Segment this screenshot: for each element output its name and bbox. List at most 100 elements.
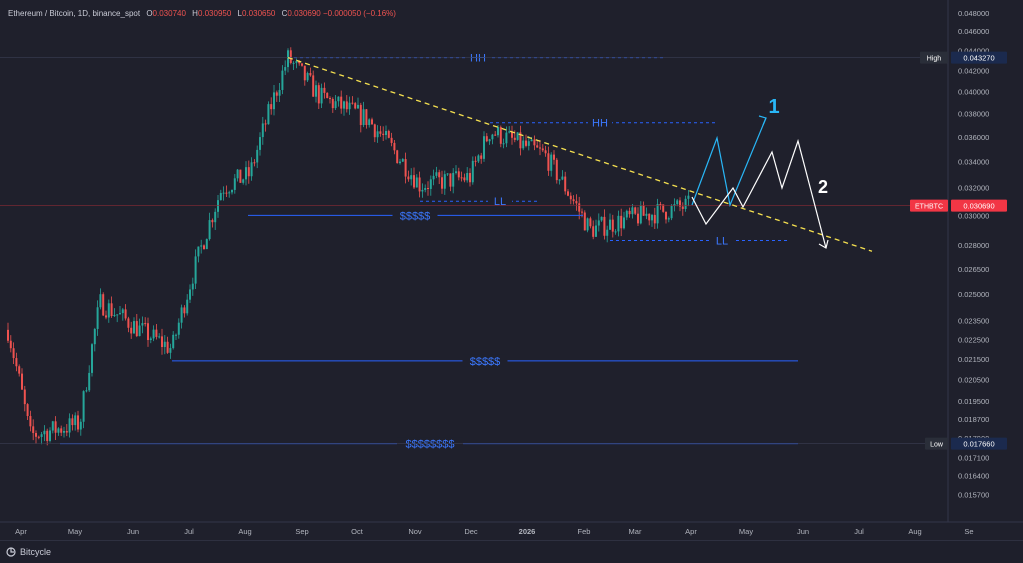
candle	[222, 186, 225, 201]
candle-body	[340, 96, 343, 109]
candle-body	[40, 434, 43, 437]
candle	[396, 149, 399, 164]
candle	[172, 331, 175, 350]
level-label-bg	[392, 209, 438, 222]
candle	[455, 165, 457, 175]
open-value: 0.030740	[152, 9, 186, 18]
candle	[236, 169, 239, 182]
candle	[385, 125, 387, 140]
candle	[390, 132, 393, 147]
candle-body	[130, 327, 133, 334]
candle	[211, 218, 214, 228]
candle-body	[113, 314, 116, 317]
candle	[267, 101, 270, 125]
candle	[597, 213, 600, 232]
candle	[648, 213, 651, 226]
candle-body	[600, 216, 603, 221]
candle	[578, 196, 581, 220]
x-tick-label: Dec	[464, 527, 478, 536]
candle-body	[396, 150, 399, 164]
candle	[628, 207, 631, 218]
level-label-bg	[488, 195, 512, 208]
candle	[583, 210, 586, 231]
candle-body	[589, 218, 592, 227]
candle-body	[639, 205, 642, 224]
candle-body	[54, 421, 57, 433]
candle	[611, 214, 614, 238]
candle	[163, 335, 166, 355]
candle-body	[567, 191, 569, 196]
candle	[555, 157, 558, 184]
candle	[351, 96, 354, 105]
candle-body	[662, 204, 665, 212]
candle	[592, 220, 595, 240]
candle	[617, 210, 620, 237]
candle-body	[298, 61, 301, 64]
candle-body	[362, 109, 365, 126]
y-tick-label: 0.017100	[958, 454, 989, 463]
candle-body	[407, 176, 410, 180]
candle	[127, 316, 130, 333]
candle-body	[175, 334, 177, 336]
level-label-bg	[588, 116, 612, 129]
candle	[575, 194, 578, 211]
candle	[452, 168, 455, 194]
candle-body	[379, 131, 382, 134]
candle-body	[483, 136, 485, 159]
candle-body	[345, 101, 348, 110]
candle-body	[359, 104, 362, 126]
candle-body	[623, 217, 625, 229]
candle-body	[399, 161, 401, 164]
projection-label-2: 2	[818, 177, 828, 197]
candle	[12, 342, 15, 364]
candle	[26, 403, 29, 421]
candle-body	[99, 294, 102, 308]
candle	[107, 299, 110, 323]
close-label: C	[281, 9, 288, 18]
candle	[508, 126, 511, 134]
candle-body	[382, 133, 385, 135]
candle	[65, 424, 68, 437]
y-tick-label: 0.036000	[958, 133, 989, 142]
candle-body	[15, 358, 18, 367]
candle-body	[614, 231, 617, 233]
candle	[287, 48, 289, 73]
candle-body	[343, 101, 345, 109]
projection-path-2	[691, 138, 827, 249]
candle	[480, 152, 483, 164]
candle-body	[365, 109, 368, 126]
candle-body	[68, 418, 71, 433]
symbol-title: Ethereum / Bitcoin, 1D, binance_spot	[8, 9, 141, 18]
candle	[93, 327, 96, 352]
candle	[460, 171, 463, 182]
candle	[516, 132, 519, 141]
candle	[141, 316, 144, 334]
candle-body	[642, 205, 645, 216]
candle-body	[110, 303, 113, 317]
candle-body	[60, 428, 63, 433]
candle	[278, 82, 281, 102]
candle-body	[351, 102, 354, 104]
candle	[642, 201, 645, 216]
candle	[595, 219, 597, 237]
candle	[15, 352, 18, 372]
candle-body	[665, 211, 667, 220]
candle	[424, 184, 427, 193]
chart-canvas[interactable]: 0.048000 0.046000 0.044000 0.042000 0.040000…	[0, 0, 1023, 540]
candle	[96, 300, 99, 336]
candle-body	[404, 159, 407, 177]
candle-body	[166, 341, 169, 353]
y-tick-label: 0.021500	[958, 355, 989, 364]
candle-body	[270, 104, 273, 110]
price-tag-value-bg	[951, 51, 1007, 64]
candle-body	[214, 211, 217, 223]
candle-body	[441, 177, 443, 189]
brand[interactable]: Bitcycle	[6, 547, 51, 557]
change-value: −0.000050 (−0.16%)	[323, 9, 396, 18]
candle	[40, 431, 43, 445]
candle	[429, 175, 432, 196]
candle-body	[326, 92, 329, 99]
candle-body	[418, 177, 421, 192]
candle-body	[278, 89, 281, 96]
candle	[177, 318, 180, 339]
